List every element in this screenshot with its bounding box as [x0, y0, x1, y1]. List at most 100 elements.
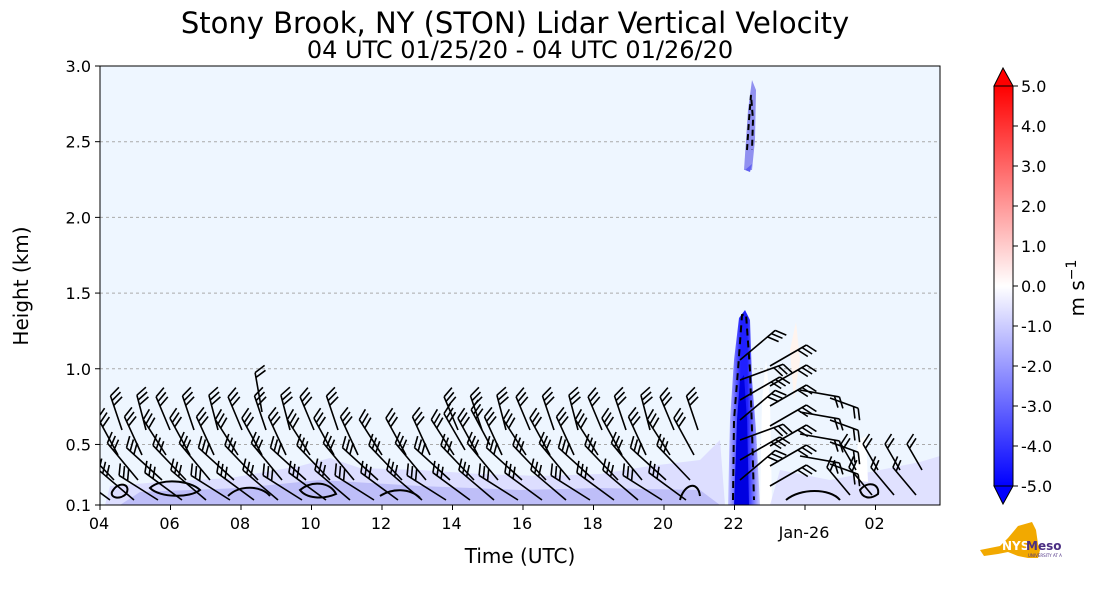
wind-barb [769, 424, 817, 447]
wind-barb [739, 376, 791, 401]
colorbar-ticks: 5.0 4.0 3.0 2.0 1.0 0.0 -1.0 -2.0 -3.0 -4.0 -5.0 [1013, 77, 1052, 496]
wind-barb [358, 408, 383, 456]
wind-barb [538, 431, 571, 481]
wind-barb [195, 406, 215, 456]
wind-barb [574, 408, 599, 456]
colorbar-gradient [993, 85, 1014, 487]
wind-barb [457, 407, 479, 456]
core-contour [732, 312, 755, 501]
wind-barb [443, 387, 459, 431]
wind-barb [136, 386, 149, 431]
wind-barb [648, 460, 687, 501]
surface-contour-3 [227, 486, 271, 497]
surface-contour-8 [858, 483, 880, 499]
wind-barb [640, 386, 653, 431]
x-tick-label: 18 [582, 514, 602, 533]
colorbar-max-arrow [993, 66, 1014, 87]
wind-barb [739, 436, 791, 461]
wind-barb [280, 386, 293, 431]
wind-barb [443, 403, 466, 451]
wind-barb [478, 463, 519, 501]
colorbar-tick-label: 2.0 [1021, 197, 1046, 216]
wind-barb [227, 387, 243, 431]
wind-barb [829, 419, 861, 443]
x-tick-label: 08 [230, 514, 250, 533]
wind-barb [440, 433, 475, 481]
x-tick-label: 10 [300, 514, 320, 533]
wind-barb [739, 389, 787, 421]
colorbar-tick-label: 1.0 [1021, 237, 1046, 256]
wind-barb [769, 404, 817, 427]
wind-barb [250, 431, 283, 481]
wind-barb [848, 456, 873, 496]
wind-barb [862, 433, 879, 471]
wind-barb [557, 435, 595, 481]
y-axis-label: Height (km) [9, 226, 33, 345]
wind-barb [646, 408, 671, 456]
wind-barb [769, 444, 817, 467]
wind-barb [430, 408, 455, 456]
x-tick-label: 16 [512, 514, 532, 533]
wind-barb [673, 407, 695, 456]
wind-barb [470, 399, 491, 446]
surface-contour-4 [298, 482, 338, 499]
wind-barb [602, 458, 639, 501]
wind-barb [216, 460, 255, 501]
wind-barb [155, 387, 171, 431]
wind-barb [339, 406, 359, 456]
y-tick-label: 0.1 [66, 496, 91, 515]
wind-barb [170, 458, 207, 501]
wind-barb [262, 463, 303, 501]
y-axis: 3.0 2.5 2.0 1.5 1.0 0.5 0.1 [66, 57, 100, 515]
wind-barb [190, 463, 231, 501]
colorbar-tick-label: 4.0 [1021, 117, 1046, 136]
wind-barb [584, 433, 619, 481]
wind-barb [432, 460, 471, 501]
wind-barb [610, 431, 643, 481]
wind-barb [884, 433, 901, 471]
wind-barb [334, 463, 375, 501]
wind-barb [106, 431, 139, 481]
colorbar-tick-label: -4.0 [1021, 437, 1052, 456]
wind-barb [123, 406, 143, 456]
wind-barb [739, 329, 787, 361]
colorbar-tick-label: -1.0 [1021, 317, 1052, 336]
wind-barb [224, 433, 259, 481]
wind-barb [458, 458, 495, 501]
wind-barb [267, 406, 287, 456]
wind-barbs [100, 329, 923, 501]
wind-barb [254, 364, 266, 413]
wind-barb [181, 386, 195, 431]
svg-text:UNIVERSITY AT ALBANY: UNIVERSITY AT ALBANY [1028, 553, 1062, 558]
y-tick-label: 1.0 [66, 360, 91, 379]
wind-barb [242, 458, 279, 501]
wind-barb [322, 431, 355, 481]
wind-barb [504, 460, 543, 501]
wind-barb [512, 433, 547, 481]
wind-barb [906, 433, 923, 471]
wind-barb [739, 449, 787, 481]
wind-barb [627, 406, 647, 456]
colorbar-min-arrow [993, 485, 1014, 506]
colorbar-tick-label: 0.0 [1021, 277, 1046, 296]
colorbar: 5.0 4.0 3.0 2.0 1.0 0.0 -1.0 -2.0 -3.0 -4.0 -5.0 m… [993, 66, 1089, 506]
wind-barb [587, 387, 603, 431]
wind-barb [100, 407, 119, 456]
x-tick-label: 04 [89, 514, 109, 533]
chart-subtitle: 04 UTC 01/25/20 - 04 UTC 01/26/20 [307, 36, 733, 64]
wind-barb [659, 387, 675, 431]
wind-barb [550, 463, 591, 501]
wind-barb [341, 435, 379, 481]
wind-barb [313, 407, 335, 456]
wind-barb [169, 407, 191, 456]
surface-downdraft-core [120, 480, 720, 505]
wind-barb [360, 460, 399, 501]
y-tick-label: 2.5 [66, 133, 91, 152]
plot-frame [99, 65, 941, 506]
wind-barb [622, 463, 663, 501]
plot-area [100, 66, 940, 505]
wind-barb [178, 431, 211, 481]
wind-barb [325, 386, 339, 431]
colorbar-tick-label: -5.0 [1021, 477, 1052, 496]
y-tick-label: 3.0 [66, 57, 91, 76]
